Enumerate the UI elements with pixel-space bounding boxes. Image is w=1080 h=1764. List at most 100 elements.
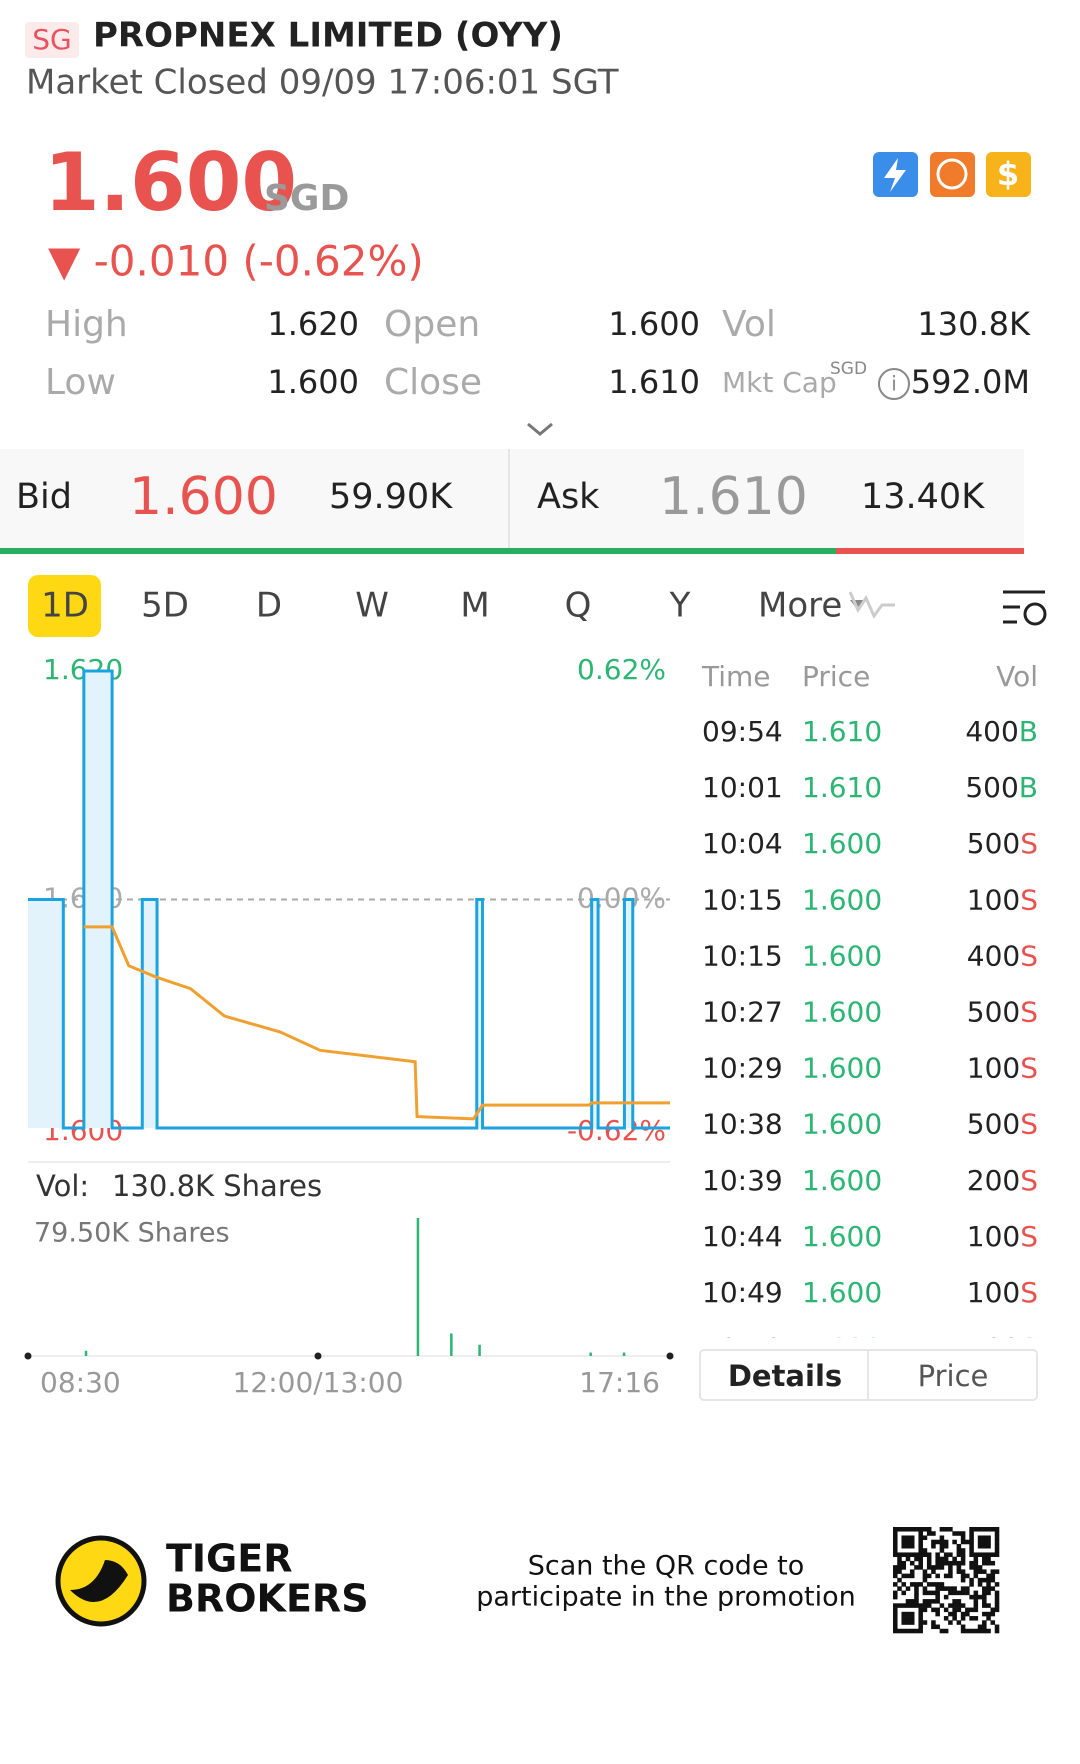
- qr-cell: [909, 1569, 915, 1574]
- trade-vol: 400B: [965, 715, 1038, 748]
- qr-cell: [960, 1590, 966, 1596]
- qr-cell: [905, 1573, 911, 1579]
- qr-cell: [986, 1590, 991, 1596]
- indicator-icon[interactable]: [848, 591, 895, 619]
- qr-cell: [986, 1552, 991, 1557]
- trade-vol: 100S: [967, 883, 1038, 916]
- info-icon: [878, 368, 910, 400]
- market-tag: SG: [32, 23, 71, 56]
- icon-glyph: [884, 158, 906, 192]
- qr-cell: [994, 1535, 1000, 1541]
- qr-code: [893, 1527, 1000, 1634]
- qr-cell: [931, 1565, 936, 1570]
- qr-cell: [905, 1620, 911, 1625]
- expand-chevron[interactable]: [527, 422, 553, 436]
- qr-cell: [901, 1611, 907, 1617]
- qr-cell: [982, 1624, 987, 1630]
- qr-cell: [922, 1573, 928, 1579]
- tab[interactable]: Q: [565, 586, 592, 626]
- tab[interactable]: More: [758, 586, 842, 626]
- qr-cell: [973, 1556, 979, 1562]
- qr-cell: [914, 1565, 919, 1570]
- qr-cell: [922, 1577, 928, 1583]
- qr-cell: [943, 1607, 949, 1613]
- tab[interactable]: W: [355, 586, 389, 626]
- qr-cell: [901, 1560, 907, 1566]
- qr-cell: [918, 1607, 923, 1613]
- qr-cell: [909, 1539, 915, 1545]
- stat-value: 592.0M: [911, 363, 1030, 401]
- icon-dollar[interactable]: [986, 152, 1031, 197]
- qr-cell: [922, 1552, 928, 1557]
- qr-cell: [893, 1607, 898, 1613]
- qr-cell: [901, 1590, 907, 1596]
- qr-cell: [918, 1624, 923, 1630]
- active-tab-bg: [28, 575, 101, 637]
- qr-cell: [965, 1611, 970, 1617]
- qr-cell: [922, 1599, 928, 1604]
- tab[interactable]: 1D: [41, 586, 89, 626]
- qr-cell: [960, 1560, 966, 1566]
- qr-cell: [990, 1560, 996, 1566]
- qr-cell: [893, 1611, 898, 1617]
- trade-time: 10:49: [702, 1276, 783, 1309]
- stat-label: Open: [384, 304, 480, 345]
- qr-cell: [931, 1582, 936, 1587]
- qr-cell: [909, 1611, 915, 1617]
- tab[interactable]: M: [460, 586, 489, 626]
- qr-cell: [905, 1611, 911, 1617]
- tab[interactable]: Y: [669, 586, 691, 626]
- trade-side: S: [1020, 939, 1038, 972]
- qr-cell: [918, 1616, 923, 1621]
- qr-cell: [973, 1573, 979, 1579]
- qr-cell: [994, 1539, 1000, 1545]
- qr-cell: [901, 1582, 907, 1587]
- qr-cell: [982, 1556, 987, 1562]
- qr-cell: [956, 1603, 962, 1608]
- qr-cell: [994, 1548, 1000, 1553]
- qr-cell: [956, 1552, 962, 1557]
- qr-cell: [901, 1527, 907, 1532]
- stat-label: Vol: [722, 304, 776, 345]
- qr-cell: [960, 1548, 966, 1553]
- qr-cell: [893, 1552, 898, 1557]
- qr-cell: [986, 1577, 991, 1583]
- x-tick-label: 17:16: [579, 1366, 660, 1399]
- qr-cell: [943, 1527, 949, 1532]
- qr-cell: [956, 1548, 962, 1553]
- qr-cell: [926, 1560, 932, 1566]
- qr-cell: [969, 1565, 974, 1570]
- price-line: [28, 669, 670, 1130]
- qr-cell: [990, 1607, 996, 1613]
- tab[interactable]: D: [256, 586, 282, 626]
- details-button[interactable]: Details: [728, 1359, 842, 1393]
- stat-label: High: [45, 304, 128, 345]
- qr-cell: [893, 1603, 898, 1608]
- tab[interactable]: 5D: [141, 586, 189, 626]
- qr-cell: [922, 1569, 928, 1574]
- qr-cell: [973, 1607, 979, 1613]
- settings-icon[interactable]: [1003, 590, 1047, 626]
- trade-size: 200: [967, 1164, 1020, 1197]
- qr-cell: [973, 1603, 979, 1608]
- vol-bar: [589, 1352, 592, 1356]
- qr-cell: [939, 1586, 945, 1591]
- qr-cell: [990, 1527, 996, 1532]
- qr-cell: [977, 1535, 983, 1541]
- qr-cell: [994, 1531, 1000, 1536]
- qr-cell: [948, 1565, 953, 1570]
- price-button[interactable]: Price: [918, 1359, 989, 1393]
- qr-cell: [901, 1552, 907, 1557]
- column-header: Price: [802, 660, 870, 693]
- qr-cell: [935, 1611, 940, 1617]
- avg-line: [83, 925, 670, 1121]
- qr-cell: [986, 1611, 991, 1617]
- x-tick-label: 08:30: [40, 1366, 121, 1399]
- qr-cell: [914, 1599, 919, 1604]
- trade-vol: 500S: [967, 827, 1038, 860]
- stat-label: Mkt Cap: [722, 366, 837, 399]
- trade-side: S: [1020, 1332, 1038, 1365]
- qr-cell: [973, 1569, 979, 1574]
- qr-cell: [973, 1527, 979, 1532]
- qr-cell: [994, 1628, 1000, 1634]
